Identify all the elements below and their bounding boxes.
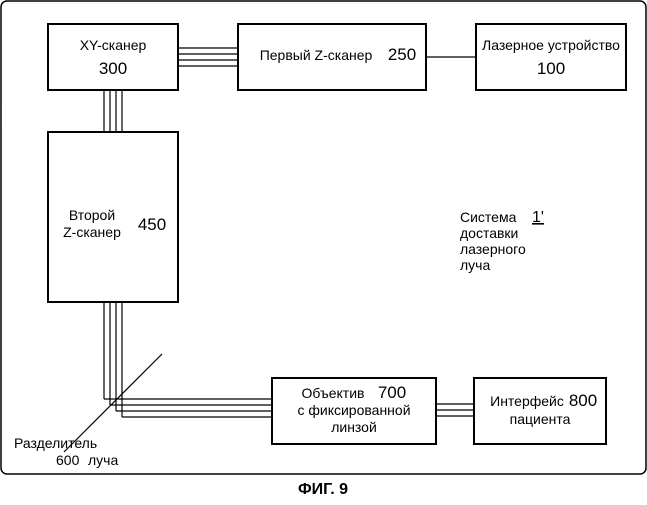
- patient-interface-label-l2: пациента: [510, 411, 571, 427]
- svg-text:Система: Система: [460, 209, 517, 225]
- node-second-z-scanner: Второй Z-сканер 450: [48, 132, 178, 302]
- objective-label-l1: Объектив: [302, 385, 365, 401]
- edge-xy-z2: [104, 90, 122, 132]
- xy-scanner-label: XY-сканер: [80, 37, 147, 53]
- first-z-scanner-number: 250: [388, 45, 416, 64]
- svg-text:доставки: доставки: [460, 225, 518, 241]
- figure-caption: ФИГ. 9: [298, 481, 348, 498]
- objective-label-l3: линзой: [331, 419, 377, 435]
- edge-objective-interface: [436, 404, 474, 416]
- node-first-z-scanner: Первый Z-сканер 250: [238, 24, 426, 90]
- patient-interface-number: 800: [569, 391, 597, 410]
- node-objective-lens: Объектив с фиксированной линзой 700: [272, 378, 436, 444]
- edge-xy-z1: [178, 48, 238, 66]
- svg-text:лазерного: лазерного: [460, 241, 526, 257]
- objective-number: 700: [378, 383, 406, 402]
- edge-z2-objective: [104, 302, 272, 417]
- laser-device-label: Лазерное устройство: [482, 37, 620, 53]
- patient-interface-label-l1: Интерфейс: [490, 393, 564, 409]
- second-z-scanner-label-l1: Второй: [69, 207, 115, 223]
- second-z-scanner-label-l2: Z-сканер: [63, 224, 121, 240]
- node-laser-device: Лазерное устройство 100: [476, 24, 626, 90]
- objective-label-l2: с фиксированной: [297, 402, 410, 418]
- system-number: 1': [532, 209, 544, 226]
- node-patient-interface: Интерфейс пациента 800: [474, 378, 606, 444]
- laser-device-number: 100: [537, 59, 565, 78]
- svg-text:Разделитель: Разделитель: [14, 435, 97, 451]
- first-z-scanner-label: Первый Z-сканер: [260, 47, 373, 63]
- svg-text:600: 600: [56, 452, 80, 468]
- svg-text:луча: луча: [88, 452, 118, 468]
- beam-splitter-label: Разделитель 600 луча: [14, 435, 118, 468]
- node-xy-scanner: XY-сканер 300: [48, 24, 178, 90]
- svg-text:луча: луча: [460, 257, 490, 273]
- xy-scanner-number: 300: [99, 59, 127, 78]
- system-label: Система доставки лазерного луча 1': [460, 209, 544, 273]
- second-z-scanner-number: 450: [138, 215, 166, 234]
